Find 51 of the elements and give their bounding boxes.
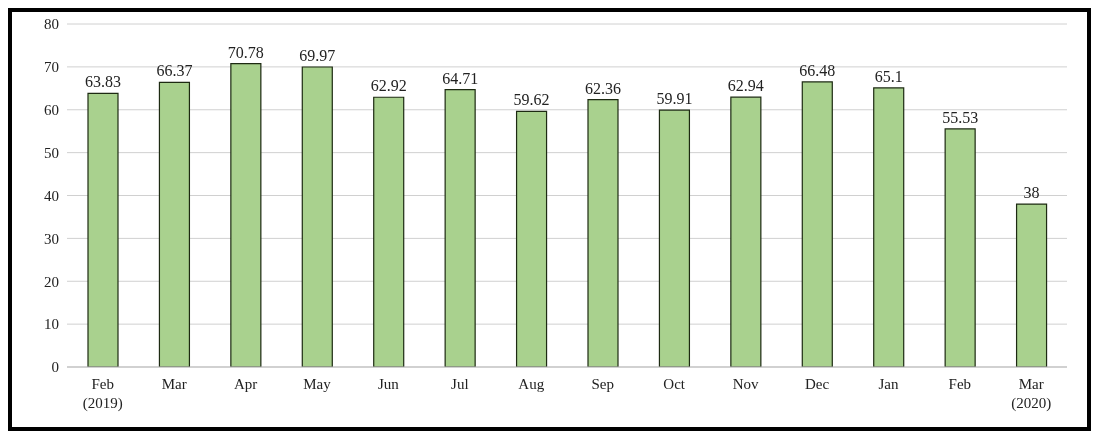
y-tick-label: 70 [44, 59, 59, 76]
bar [587, 99, 619, 367]
x-tick-label: Jun [378, 376, 400, 392]
x-tick-label: Sep [591, 376, 614, 392]
data-label: 59.62 [513, 91, 550, 109]
y-tick-label: 60 [44, 102, 59, 119]
x-tick-label: Mar (2020) [1011, 376, 1052, 412]
data-label: 64.71 [442, 69, 479, 87]
data-label: 63.83 [85, 73, 121, 91]
data-label: 70.78 [227, 43, 264, 61]
x-tick-label: Feb [948, 376, 972, 392]
x-tick-label: Nov [732, 376, 759, 392]
bar [515, 110, 548, 367]
x-tick-label: Dec [804, 376, 830, 392]
data-label: 62.94 [727, 77, 764, 95]
x-tick-label: Aug [518, 376, 545, 392]
bar [658, 109, 691, 367]
data-label: 59.91 [656, 90, 693, 108]
y-tick-label: 80 [44, 16, 59, 33]
x-tick-label: Jul [451, 376, 469, 392]
bar [230, 62, 262, 367]
x-tick-label: Apr [233, 376, 258, 392]
y-tick-label: 50 [44, 144, 59, 161]
data-label: 69.97 [299, 47, 336, 64]
bar [1015, 203, 1048, 367]
data-label: 65.1 [874, 67, 903, 85]
x-tick-label: Jan [878, 376, 899, 392]
bar [944, 128, 976, 367]
y-tick-label: 10 [44, 316, 59, 333]
bar [801, 81, 833, 367]
x-tick-label: Mar [161, 376, 187, 392]
bar [87, 92, 119, 367]
bar [301, 66, 333, 367]
bar [158, 81, 191, 367]
x-tick-label: May [303, 376, 332, 392]
bar [873, 87, 905, 367]
bar [730, 96, 762, 367]
bar [444, 88, 476, 367]
x-tick-label: Feb (2019) [82, 376, 123, 412]
y-tick-label: 20 [44, 273, 59, 290]
data-label: 62.92 [370, 77, 407, 95]
y-tick-label: 40 [44, 187, 59, 204]
data-label: 55.53 [942, 108, 979, 126]
data-label: 62.36 [585, 79, 621, 97]
y-tick-label: 30 [44, 230, 59, 247]
data-label: 38 [1023, 184, 1040, 202]
bar [373, 96, 405, 367]
data-label: 66.48 [799, 61, 836, 79]
data-label: 66.37 [156, 62, 193, 80]
y-tick-label: 0 [51, 359, 59, 376]
x-tick-label: Oct [663, 376, 686, 392]
